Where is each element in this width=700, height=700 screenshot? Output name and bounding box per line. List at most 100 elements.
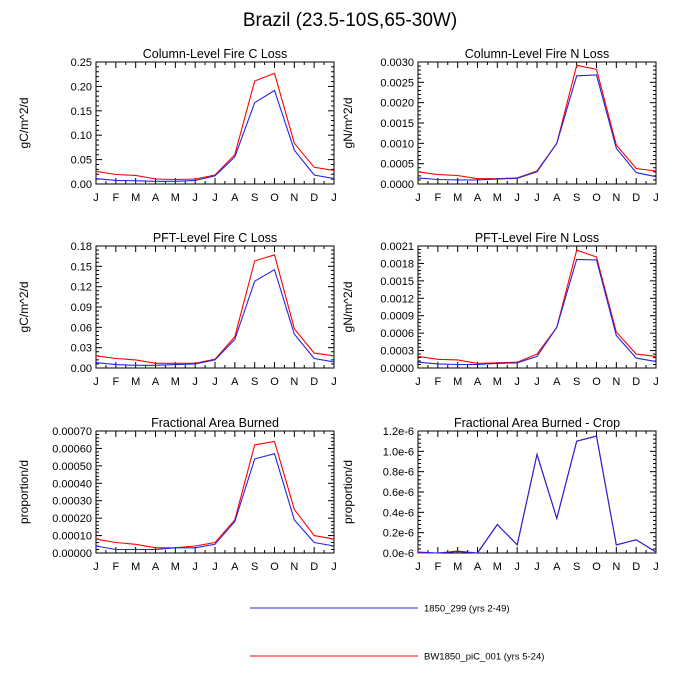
x-tick-label: A [474,192,482,204]
series-line-1850 [417,258,657,366]
y-axis-label: gC/m^2/d [17,98,31,149]
x-tick-label: J [653,561,659,573]
y-tick-label: 0.10 [71,130,92,142]
x-tick-label: N [612,561,620,573]
y-axis-label: gC/m^2/d [17,282,31,333]
y-tick-label: 0.0025 [380,77,414,89]
y-tick-label: 0.0e-6 [383,548,414,560]
y-tick-label: 0.18 [71,241,92,253]
series-line-bw1850 [95,440,335,549]
y-tick-label: 0.0005 [380,159,414,171]
x-tick-label: A [553,192,561,204]
y-tick-label: 0.15 [71,261,92,273]
x-tick-label: M [453,376,462,388]
plot-frame [95,430,335,554]
x-tick-label: S [251,192,258,204]
series-line-1850 [95,268,335,366]
y-tick-label: 0.09 [71,302,92,314]
y-tick-label: 0.00030 [52,496,92,508]
y-tick-label: 0.15 [71,106,92,118]
y-tick-label: 0.0000 [380,363,414,375]
x-tick-label: F [434,192,441,204]
x-tick-label: J [192,561,198,573]
series-line-bw1850 [417,64,657,180]
x-tick-label: D [632,561,640,573]
y-tick-label: 0.4e-6 [383,507,414,519]
x-tick-label: M [171,192,180,204]
y-tick-label: 0.12 [71,282,92,294]
y-axis-label: proportion/d [341,460,355,524]
x-tick-label: A [152,561,160,573]
x-tick-label: J [653,376,659,388]
y-tick-label: 0.0015 [380,118,414,130]
x-tick-label: F [112,561,119,573]
x-tick-label: S [251,376,258,388]
series-line-1850 [95,453,335,551]
x-tick-label: M [171,376,180,388]
x-tick-label: S [251,561,258,573]
x-tick-label: M [131,561,140,573]
y-tick-label: 0.2e-6 [383,528,414,540]
x-tick-label: M [493,192,502,204]
x-tick-label: D [310,561,318,573]
panel-title: Fractional Area Burned [151,416,279,430]
plot-frame [417,430,657,554]
y-axis-label: proportion/d [17,460,31,524]
x-tick-label: J [415,561,421,573]
legend-label: BW1850_piC_001 (yrs 5-24) [424,652,544,663]
x-tick-label: J [653,192,659,204]
y-tick-label: 0.00010 [52,531,92,543]
x-tick-label: N [290,376,298,388]
x-tick-label: M [493,376,502,388]
x-tick-label: M [171,561,180,573]
figure-title: Brazil (23.5-10S,65-30W) [242,10,458,31]
x-tick-label: S [573,561,580,573]
x-tick-label: A [231,561,239,573]
series-line-1850 [417,435,657,554]
plot-frame [417,61,657,185]
plot-frame [417,245,657,369]
x-tick-label: O [592,561,601,573]
x-tick-label: F [112,192,119,204]
y-tick-label: 0.6e-6 [383,487,414,499]
x-tick-label: F [434,561,441,573]
y-tick-label: 0.0020 [380,98,414,110]
y-axis-label: gN/m^2/d [341,98,355,149]
y-tick-label: 0.20 [71,81,92,93]
y-tick-label: 0.00040 [52,478,92,490]
y-tick-label: 0.05 [71,155,92,167]
y-tick-label: 0.0003 [380,346,414,358]
y-tick-label: 0.00000 [52,548,92,560]
series-line-1850 [95,89,335,182]
y-tick-label: 0.00050 [52,461,92,473]
x-tick-label: J [514,376,520,388]
y-tick-label: 0.0000 [380,179,414,191]
x-tick-label: A [152,376,160,388]
x-tick-label: N [290,192,298,204]
y-tick-label: 0.0018 [380,258,414,270]
x-tick-label: J [534,192,540,204]
x-tick-label: M [493,561,502,573]
y-tick-label: 0.0030 [380,57,414,69]
x-tick-label: J [415,192,421,204]
x-tick-label: A [553,376,561,388]
x-tick-label: N [612,376,620,388]
x-tick-label: A [553,561,561,573]
x-tick-label: O [270,376,279,388]
y-tick-label: 0.00070 [52,426,92,438]
x-tick-label: D [310,376,318,388]
panel-title: PFT-Level Fire N Loss [475,231,599,245]
y-tick-label: 0.00020 [52,513,92,525]
x-tick-label: J [93,192,99,204]
x-tick-label: J [514,561,520,573]
x-tick-label: J [192,192,198,204]
x-tick-label: D [310,192,318,204]
legend-entry-1: 1850_299 (yrs 2-49) [250,604,510,615]
panel-title: Column-Level Fire N Loss [465,47,610,61]
y-tick-label: 0.0006 [380,328,414,340]
